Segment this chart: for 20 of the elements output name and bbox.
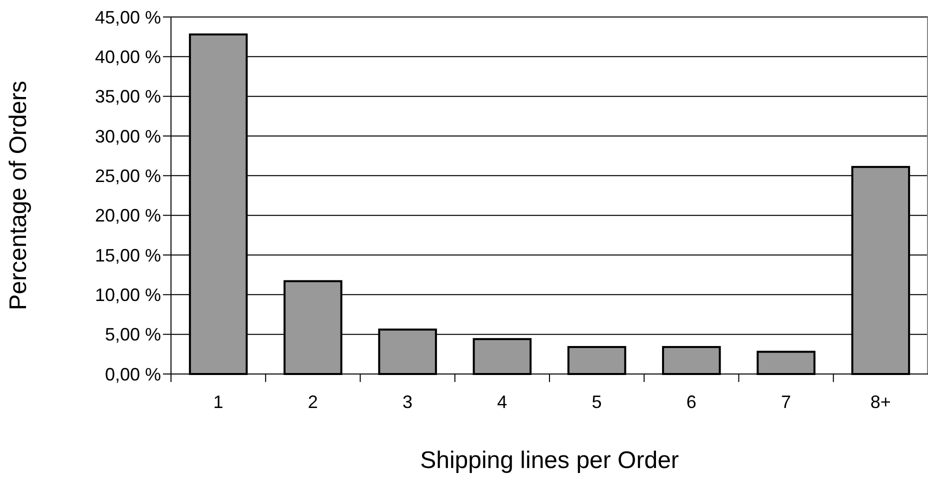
x-tick-label: 5 bbox=[592, 392, 602, 412]
x-tick-label: 1 bbox=[213, 392, 224, 412]
y-tick-label: 25,00 % bbox=[94, 166, 161, 186]
y-tick-label: 20,00 % bbox=[94, 206, 161, 226]
x-tick-label: 6 bbox=[686, 392, 696, 412]
y-tick-label: 15,00 % bbox=[94, 245, 161, 266]
x-tick-label: 3 bbox=[402, 392, 413, 412]
y-tick-label: 30,00 % bbox=[94, 126, 161, 146]
y-tick-label: 10,00 % bbox=[94, 284, 161, 305]
x-axis-title: Shipping lines per Order bbox=[420, 447, 679, 474]
y-tick-label: 45,00 % bbox=[94, 7, 161, 28]
y-tick-label: 35,00 % bbox=[94, 86, 161, 107]
y-tick-label: 0,00 % bbox=[104, 364, 161, 384]
y-tick-label: 5,00 % bbox=[104, 324, 161, 345]
x-tick-label: 4 bbox=[497, 392, 508, 412]
y-axis-title: Percentage of Orders bbox=[5, 80, 32, 310]
y-tick-label: 40,00 % bbox=[94, 46, 161, 67]
x-tick-label: 2 bbox=[308, 392, 318, 412]
x-tick-label: 7 bbox=[781, 392, 792, 412]
x-tick-label: 8+ bbox=[870, 392, 891, 412]
